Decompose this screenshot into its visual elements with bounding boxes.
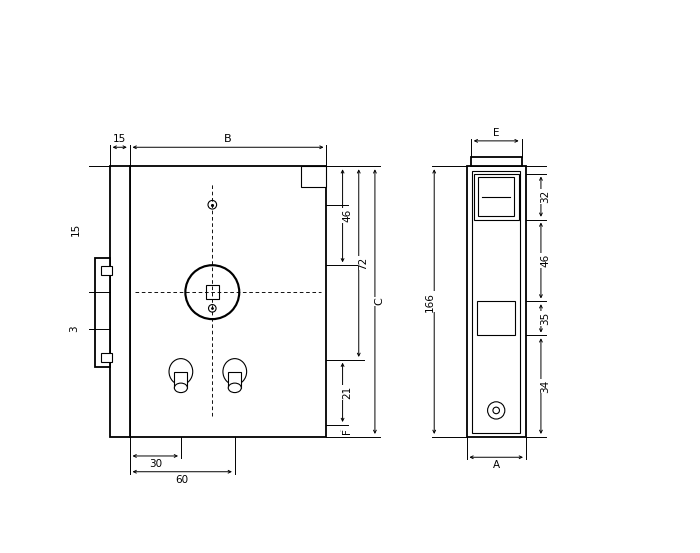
Bar: [228, 372, 242, 388]
Bar: [300, 166, 326, 187]
Ellipse shape: [228, 383, 242, 393]
Ellipse shape: [169, 359, 192, 385]
Bar: [466, 166, 526, 437]
Bar: [130, 166, 326, 437]
Text: E: E: [493, 128, 499, 138]
Text: C: C: [374, 298, 384, 305]
Bar: [206, 285, 219, 299]
Text: 166: 166: [425, 291, 435, 311]
Text: 60: 60: [176, 475, 189, 485]
Bar: [474, 174, 519, 220]
Circle shape: [493, 407, 500, 414]
Bar: [101, 265, 112, 275]
Bar: [471, 157, 522, 166]
Bar: [477, 301, 514, 336]
Circle shape: [488, 402, 505, 419]
Text: 30: 30: [148, 459, 162, 469]
Bar: [472, 171, 521, 432]
Bar: [174, 372, 188, 388]
Circle shape: [186, 265, 239, 319]
Circle shape: [208, 200, 216, 209]
Ellipse shape: [223, 359, 246, 385]
Bar: [110, 166, 130, 437]
Circle shape: [209, 305, 216, 312]
Text: A: A: [493, 460, 500, 471]
Text: 32: 32: [540, 190, 551, 204]
Text: 3: 3: [69, 325, 79, 332]
Text: 34: 34: [540, 379, 551, 393]
Text: F: F: [342, 428, 352, 434]
Bar: [94, 258, 110, 367]
Bar: [101, 353, 112, 362]
Text: B: B: [224, 134, 232, 144]
Text: 35: 35: [540, 312, 551, 325]
Text: 72: 72: [358, 257, 368, 270]
Ellipse shape: [174, 383, 188, 393]
Bar: [478, 177, 514, 216]
Text: 15: 15: [71, 223, 80, 236]
Text: 15: 15: [113, 134, 126, 144]
Text: 46: 46: [342, 209, 352, 222]
Text: 46: 46: [540, 254, 551, 267]
Text: 21: 21: [342, 386, 352, 399]
